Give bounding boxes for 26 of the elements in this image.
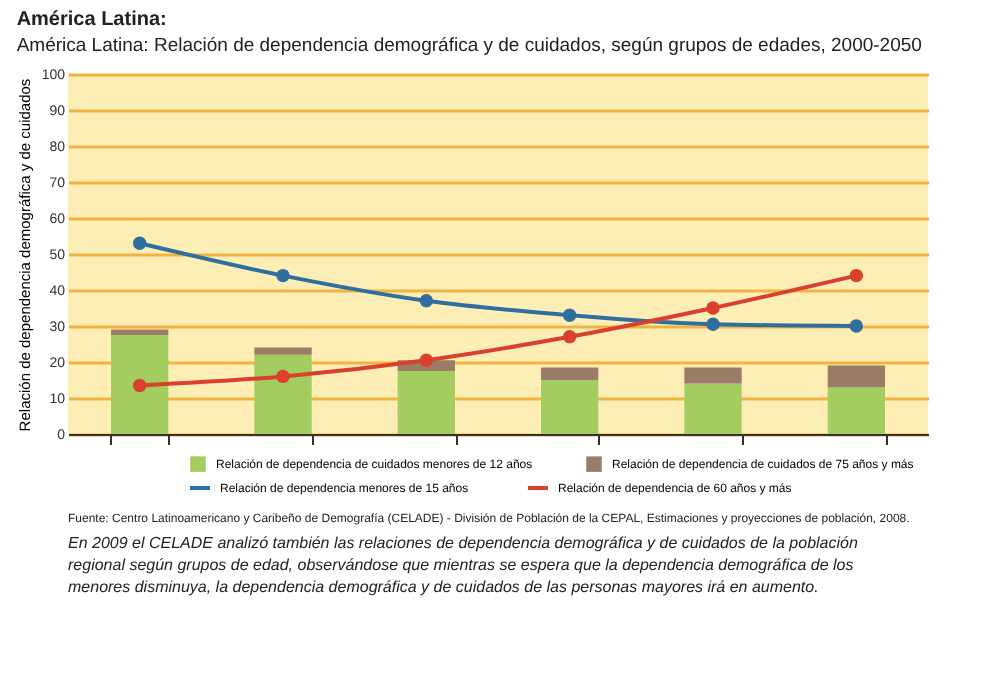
chart-subtitle: América Latina: Relación de dependencia demográfica y de cuidados, según grupos de edades, 2000-2050 [16,35,922,57]
point [132,236,147,250]
point [849,319,864,333]
point [562,308,577,322]
point [849,268,864,283]
bar [397,371,455,434]
bar [827,365,885,388]
bar [541,367,599,380]
point [276,268,290,283]
bar [541,380,599,434]
bar [254,347,312,355]
point [706,317,720,331]
bar [111,335,169,434]
point [132,378,147,393]
point [562,330,577,344]
bar [111,329,169,335]
text: En 2009 el CELADE analizó también las relaciones de dependencia demográfica y de cuidados de la población regional según grupos de edad, observándose que mientras se espera que la dependencia demográfica de los menores disminuya, la dependencia demográfica y de cuidados de las personas mayores irá en aumento. [68,534,859,596]
bar [684,383,742,434]
bar [254,354,312,434]
bar [684,367,742,384]
bar [827,387,885,434]
point [276,369,290,384]
point [706,301,720,315]
chart-title: América Latina: [16,9,167,31]
point [419,294,434,308]
point [419,353,434,367]
